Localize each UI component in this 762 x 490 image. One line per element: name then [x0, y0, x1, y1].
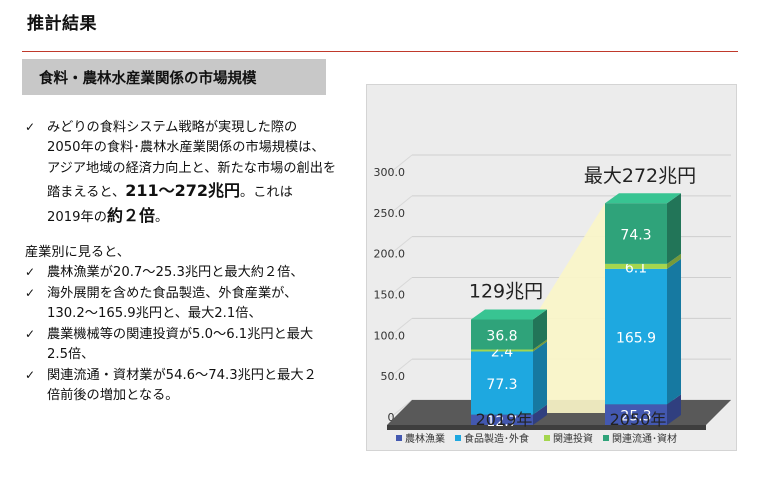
gridline-side: [390, 399, 413, 418]
industry-line: 倍前後の増加となる。: [47, 388, 179, 404]
gridline-side: [390, 277, 413, 295]
bar-segment: [471, 349, 533, 352]
bar-side: [533, 341, 547, 415]
total-label: 最大272兆円: [584, 165, 696, 187]
check-icon: ✓: [25, 120, 36, 134]
bar-segment: [471, 351, 533, 415]
bar-side: [533, 339, 547, 352]
industry-line: 関連流通・資材業が54.6～74.3兆円と最大２: [47, 367, 317, 383]
check-icon: ✓: [25, 367, 36, 382]
y-tick-label: 100.0: [374, 329, 406, 342]
y-tick-label: 250.0: [374, 207, 406, 220]
bar-segment: [605, 404, 667, 425]
bar-side: [667, 193, 681, 264]
summary-line: 踏まえると、211～272兆円。これは: [47, 179, 370, 204]
bar-side: [533, 404, 547, 425]
industry-line: 農林漁業が20.7～25.3兆円と最大約２倍、: [47, 265, 304, 281]
chart-floor-edge: [387, 425, 706, 430]
legend-label: 食品製造･外食: [464, 432, 529, 445]
data-label: 165.9: [616, 331, 656, 347]
industry-line: 農業機械等の関連投資が5.0～6.1兆円と最大: [47, 326, 314, 342]
page-title: 推計結果: [27, 14, 97, 34]
total-label: 129兆円: [469, 280, 543, 302]
check-icon: ✓: [25, 265, 36, 280]
gridline-side: [390, 154, 413, 173]
y-tick-label: 150.0: [374, 289, 406, 302]
market-size-range: 211～272兆円: [125, 181, 241, 201]
bar-top: [471, 309, 547, 320]
gridline-side: [390, 195, 413, 214]
bar-segment: [471, 414, 533, 425]
industry-intro: 産業別に見ると、: [25, 244, 130, 260]
data-label: 77.3: [486, 377, 517, 393]
industry-line: 2.5倍、: [47, 347, 95, 363]
industry-bullet: ✓ 関連流通・資材業が54.6～74.3兆円と最大２ 倍前後の増加となる。: [25, 366, 370, 407]
check-icon: ✓: [25, 326, 36, 341]
bar-segment: [471, 319, 533, 350]
summary-text-fragment: 踏まえると、: [47, 185, 126, 201]
industry-bullet: ✓ 農林漁業が20.7～25.3兆円と最大約２倍、: [25, 263, 370, 283]
section-header: 食料・農林水産業関係の市場規模: [22, 59, 326, 95]
legend-label: 関連投資: [553, 432, 593, 445]
summary-line: 2019年の約２倍。: [47, 204, 370, 229]
legend-label: 関連流通･資材: [612, 432, 677, 445]
legend-swatch: [455, 435, 461, 441]
summary-line: アジア地域の経済力向上と、新たな市場の創出を: [47, 160, 337, 176]
y-tick-label: 300.0: [374, 166, 406, 179]
summary-bullet: ✓ みどりの食料システム戦略が実現した際の 2050年の食料･農林水産業関係の市…: [25, 118, 370, 229]
bar-side: [667, 253, 681, 269]
gridline-side: [390, 358, 413, 377]
chart-svg: 0.050.0100.0150.0200.0250.0300.012.777.3…: [374, 154, 731, 445]
bar-side: [667, 258, 681, 405]
legend-label: 農林漁業: [405, 432, 445, 445]
summary-text-fragment: 。これは: [240, 185, 293, 201]
x-tick-label: 2050年: [610, 410, 667, 429]
industry-line: 130.2～165.9兆円と、最大2.1倍、: [47, 306, 262, 322]
growth-multiplier: 約２倍: [106, 206, 155, 226]
check-icon: ✓: [25, 285, 36, 300]
data-label: 12.7: [486, 414, 517, 430]
y-tick-label: 200.0: [374, 248, 406, 261]
bar-side: [667, 394, 681, 425]
data-label: 6.1: [625, 260, 647, 276]
bar-side: [533, 309, 547, 350]
summary-text-fragment: 2019年の: [47, 210, 107, 226]
bar-segment: [605, 203, 667, 264]
legend-swatch: [396, 435, 402, 441]
growth-connector: [533, 203, 605, 413]
bar-segment: [605, 268, 667, 405]
market-size-chart: 0.050.0100.0150.0200.0250.0300.012.777.3…: [367, 85, 736, 450]
title-divider: [22, 51, 738, 52]
industry-line: 海外展開を含めた食品製造、外食産業が、: [47, 285, 298, 301]
summary-text-fragment: 。: [154, 210, 169, 226]
industry-bullet: ✓ 農業機械等の関連投資が5.0～6.1兆円と最大 2.5倍、: [25, 325, 370, 366]
legend-swatch: [603, 435, 609, 441]
data-label: 36.8: [486, 329, 517, 345]
gridline-side: [390, 236, 413, 255]
x-tick-label: 2019年: [476, 410, 533, 429]
legend-swatch: [544, 435, 550, 441]
bar-top: [605, 193, 681, 204]
data-label: 25.3: [620, 409, 651, 425]
summary-text: ✓ みどりの食料システム戦略が実現した際の 2050年の食料･農林水産業関係の市…: [25, 118, 370, 407]
summary-line: 2050年の食料･農林水産業関係の市場規模は、: [47, 140, 325, 156]
summary-line: みどりの食料システム戦略が実現した際の: [47, 120, 298, 135]
gridline-side: [390, 317, 413, 336]
y-tick-label: 50.0: [381, 370, 406, 383]
industry-bullet: ✓ 海外展開を含めた食品製造、外食産業が、 130.2～165.9兆円と、最大2…: [25, 284, 370, 325]
bar-segment: [605, 263, 667, 269]
data-label: 74.3: [620, 228, 651, 244]
section-header-label: 食料・農林水産業関係の市場規模: [39, 70, 257, 87]
